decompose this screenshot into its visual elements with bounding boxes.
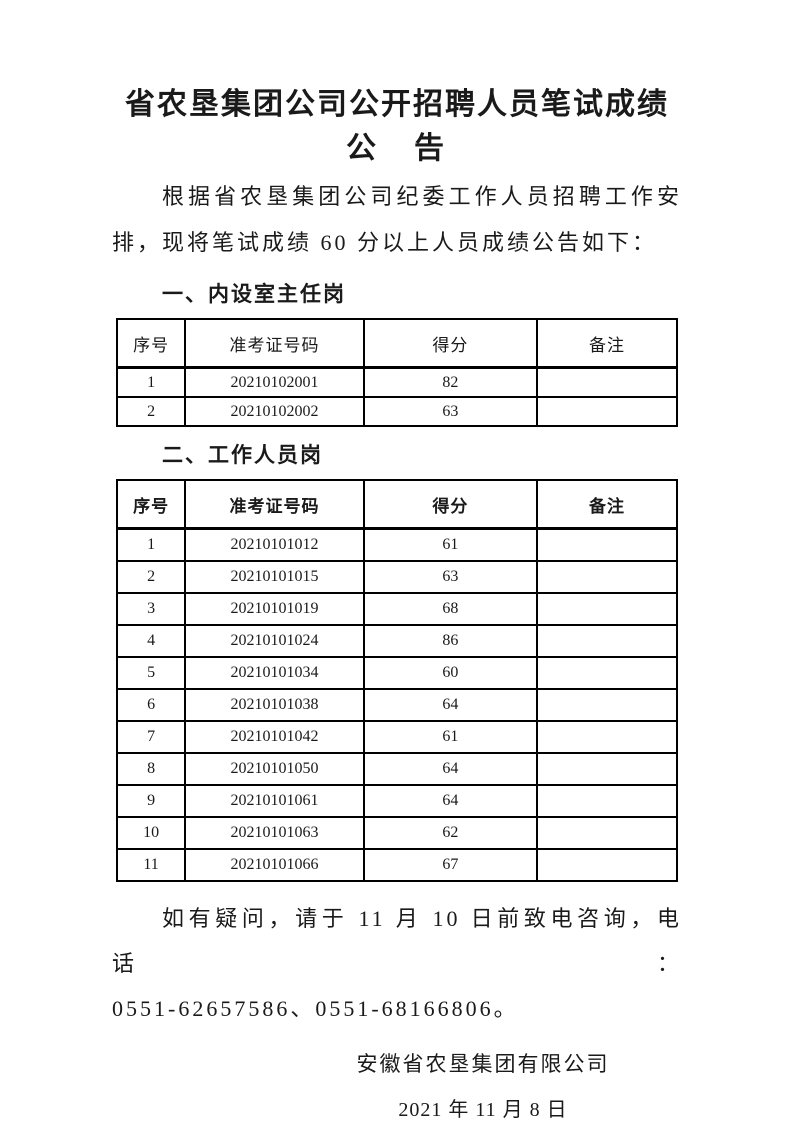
table-cell: 64 (362, 752, 538, 786)
table-cell (535, 624, 679, 658)
table-cell: 20210101012 (184, 527, 365, 562)
column-header: 备注 (535, 318, 679, 369)
table-cell (535, 592, 679, 626)
table-row: 8 20210101050 64 (115, 752, 679, 786)
table-cell: 8 (115, 752, 187, 786)
table-cell: 9 (115, 784, 187, 818)
table-cell: 4 (115, 624, 187, 658)
signature-organization: 安徽省农垦集团有限公司 (356, 1052, 610, 1076)
table-cell: 67 (362, 848, 538, 882)
table-row: 4 20210101024 86 (115, 624, 679, 658)
table-row: 2 20210102002 63 (115, 396, 679, 427)
column-header: 序号 (115, 479, 187, 530)
table-cell (535, 527, 679, 562)
table-cell (535, 784, 679, 818)
table-cell: 11 (115, 848, 187, 882)
table-row: 7 20210101042 61 (115, 720, 679, 754)
table-cell: 20210101034 (184, 656, 365, 690)
intro-paragraph-line1: 根据省农垦集团公司纪委工作人员招聘工作安 (162, 184, 682, 209)
signature-date: 2021 年 11 月 8 日 (398, 1099, 568, 1121)
column-header: 得分 (362, 318, 538, 369)
table-cell: 20210101038 (184, 688, 365, 722)
signature-block: 安徽省农垦集团有限公司 2021 年 11 月 8 日 (283, 1041, 683, 1133)
table-cell (535, 396, 679, 427)
table-cell: 20210101015 (184, 560, 365, 594)
table-cell: 20210101050 (184, 752, 365, 786)
table-cell (535, 688, 679, 722)
closing-paragraph-line2: 0551-62657586、0551-68166806。 (112, 996, 519, 1021)
table-header-row: 序号 准考证号码 得分 备注 (115, 318, 679, 369)
table-cell: 64 (362, 688, 538, 722)
column-header: 序号 (115, 318, 187, 369)
table-cell: 61 (362, 527, 538, 562)
table-cell: 61 (362, 720, 538, 754)
table-row: 5 20210101034 60 (115, 656, 679, 690)
table-cell: 64 (362, 784, 538, 818)
document-title-line1: 省农垦集团公司公开招聘人员笔试成绩 (125, 88, 669, 121)
table-cell: 7 (115, 720, 187, 754)
table-cell: 2 (115, 560, 187, 594)
section-1-heading: 一、内设室主任岗 (162, 282, 346, 306)
table-cell: 82 (362, 366, 538, 398)
table-header-row: 序号 准考证号码 得分 备注 (115, 479, 679, 530)
table-cell: 20210101066 (184, 848, 365, 882)
section-2-score-table: 序号 准考证号码 得分 备注 1 20210101012 61 2 20210101015 63 3… (115, 479, 679, 882)
table-cell: 5 (115, 656, 187, 690)
table-cell (535, 366, 679, 398)
table-cell: 60 (362, 656, 538, 690)
column-header: 得分 (362, 479, 538, 530)
table-cell (535, 720, 679, 754)
table-row: 1 20210101012 61 (115, 527, 679, 562)
table-cell: 63 (362, 396, 538, 427)
table-cell (535, 560, 679, 594)
table-cell: 68 (362, 592, 538, 626)
table-cell: 63 (362, 560, 538, 594)
table-cell: 20210101024 (184, 624, 365, 658)
column-header: 准考证号码 (184, 479, 365, 530)
table-row: 1 20210102001 82 (115, 366, 679, 398)
column-header: 准考证号码 (184, 318, 365, 369)
intro-paragraph-line2: 排，现将笔试成绩 60 分以上人员成绩公告如下： (112, 230, 658, 255)
table-cell: 10 (115, 816, 187, 850)
table-cell: 20210101063 (184, 816, 365, 850)
table-cell: 86 (362, 624, 538, 658)
table-cell: 20210101061 (184, 784, 365, 818)
table-cell: 3 (115, 592, 187, 626)
table-cell: 62 (362, 816, 538, 850)
table-row: 3 20210101019 68 (115, 592, 679, 626)
table-row: 6 20210101038 64 (115, 688, 679, 722)
document-content: 省农垦集团公司公开招聘人员笔试成绩 公 告 根据省农垦集团公司纪委工作人员招聘工… (112, 0, 682, 1133)
table-cell (535, 752, 679, 786)
table-cell: 6 (115, 688, 187, 722)
column-header: 备注 (535, 479, 679, 530)
table-row: 9 20210101061 64 (115, 784, 679, 818)
table-cell: 20210102001 (184, 366, 365, 398)
document-title-line2: 公 告 (346, 132, 448, 165)
table-cell: 20210101042 (184, 720, 365, 754)
table-row: 10 20210101063 62 (115, 816, 679, 850)
table-row: 11 20210101066 67 (115, 848, 679, 882)
table-cell: 20210102002 (184, 396, 365, 427)
table-cell (535, 816, 679, 850)
table-cell: 2 (115, 396, 187, 427)
table-cell: 1 (115, 527, 187, 562)
table-row: 2 20210101015 63 (115, 560, 679, 594)
table-cell: 1 (115, 366, 187, 398)
table-cell (535, 656, 679, 690)
table-cell (535, 848, 679, 882)
closing-paragraph-line1: 如有疑问，请于 11 月 10 日前致电咨询，电话： (112, 906, 682, 976)
section-2-heading: 二、工作人员岗 (162, 443, 323, 467)
section-1-score-table: 序号 准考证号码 得分 备注 1 20210102001 82 2 20210102002 63 (115, 318, 679, 427)
table-cell: 20210101019 (184, 592, 365, 626)
